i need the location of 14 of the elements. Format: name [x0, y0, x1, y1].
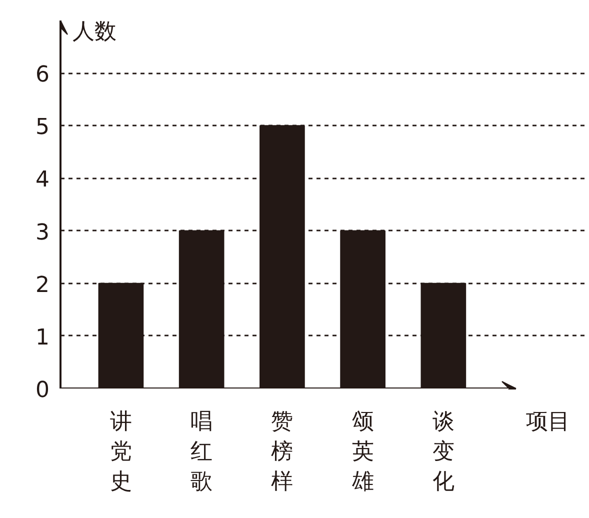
x-tick-label: 颂英雄: [350, 410, 374, 494]
y-axis-title: 人数: [72, 20, 116, 44]
x-tick-label: 讲党史: [110, 410, 132, 494]
y-tick-label: 0: [36, 378, 50, 403]
y-tick-label: 4: [36, 168, 50, 193]
x-axis-title: 项目: [526, 410, 570, 434]
y-tick-label: 1: [36, 325, 50, 350]
y-tick-label: 6: [36, 62, 50, 88]
x-tick-label: 唱红歌: [190, 410, 213, 494]
y-tick-label: 2: [36, 272, 50, 298]
y-tick-label: 3: [36, 220, 50, 246]
x-tick-label: 谈变化: [432, 410, 454, 494]
x-tick-label: 赞榜样: [271, 410, 294, 494]
y-tick-label: 5: [36, 115, 50, 140]
